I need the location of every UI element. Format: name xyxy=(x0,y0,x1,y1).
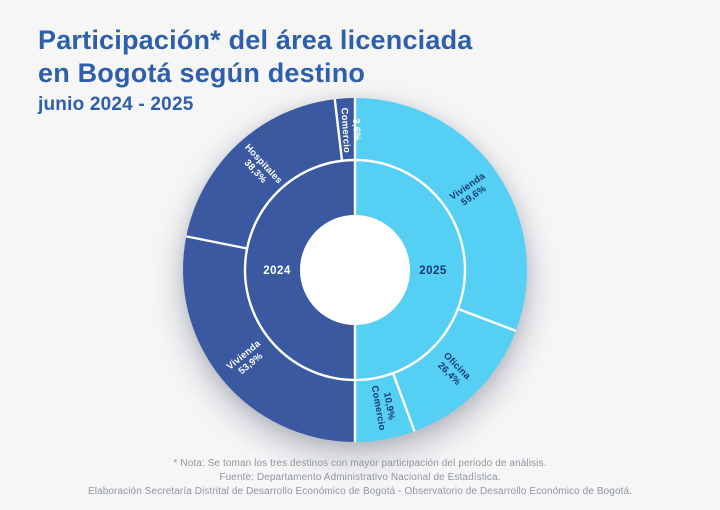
page-title: Participación* del área licenciada en Bo… xyxy=(38,24,473,90)
segment-2025-comercio xyxy=(355,373,415,442)
segment-label-2024-comercio: Comercio3,6% xyxy=(338,107,363,154)
year-label-2024: 2024 xyxy=(263,265,291,277)
segment-divider-line xyxy=(391,372,416,432)
footer: * Nota: Se toman los tres destinos con m… xyxy=(0,457,720,499)
title-line-1: Participación* del área licenciada xyxy=(38,25,473,55)
header: Participación* del área licenciada en Bo… xyxy=(38,24,473,116)
ring-boundary-circle xyxy=(243,158,467,382)
segment-2024-comercio xyxy=(334,98,355,161)
segment-2024-hospitales xyxy=(186,99,343,249)
footer-source: Fuente: Departamento Administrativo Naci… xyxy=(219,472,501,483)
donut-chart: Vivienda53,9% Hospitales38,3% Comercio3,6%… xyxy=(165,80,545,460)
segment-divider-line xyxy=(333,99,344,161)
footer-elaboration: Elaboración Secretaría Distrital de Desa… xyxy=(87,486,633,497)
year-label-2025: 2025 xyxy=(419,265,447,277)
segment-divider-line xyxy=(186,235,248,250)
segment-2025-vivienda xyxy=(355,98,527,331)
nested-half-donut-svg: Vivienda53,9%Hospitales38,3%Comercio3,6%… xyxy=(183,98,527,442)
footer-note: * Nota: Se toman los tres destinos con m… xyxy=(173,458,547,469)
segment-divider-line xyxy=(457,307,517,332)
center-hole xyxy=(300,215,410,325)
title-line-2: en Bogotá según destino xyxy=(38,58,366,88)
segment-2025-oficina xyxy=(393,308,516,432)
page-subtitle: junio 2024 - 2025 xyxy=(38,94,194,115)
